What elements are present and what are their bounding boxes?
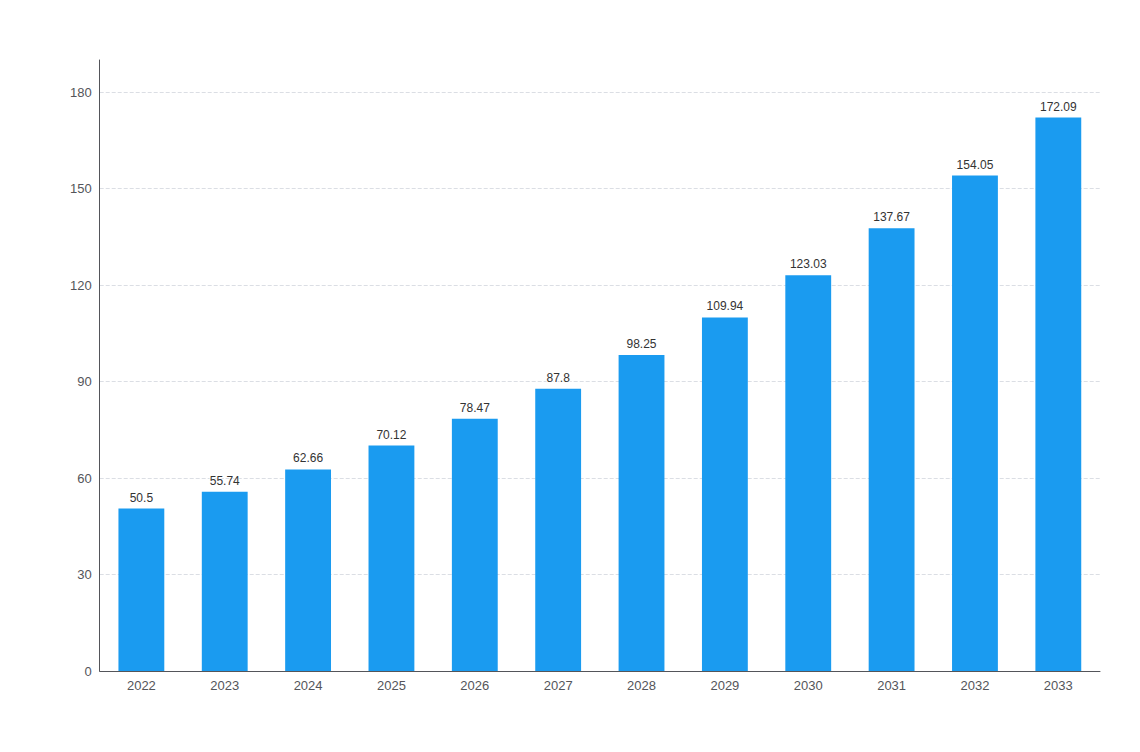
svg-text:150: 150 [70,181,92,196]
svg-text:30: 30 [77,567,91,582]
svg-text:2031: 2031 [877,678,906,693]
svg-text:2030: 2030 [794,678,823,693]
svg-text:172.09: 172.09 [1040,100,1077,114]
svg-text:2033: 2033 [1044,678,1073,693]
svg-text:2027: 2027 [544,678,573,693]
svg-text:137.67: 137.67 [873,210,910,224]
svg-text:2029: 2029 [710,678,739,693]
svg-text:123.03: 123.03 [790,257,827,271]
svg-text:70.12: 70.12 [376,428,406,442]
svg-text:2028: 2028 [627,678,656,693]
svg-text:109.94: 109.94 [707,299,744,313]
svg-text:62.66: 62.66 [293,451,323,465]
svg-text:87.8: 87.8 [546,371,570,385]
svg-text:180: 180 [70,85,92,100]
svg-text:154.05: 154.05 [957,158,994,172]
svg-text:78.47: 78.47 [460,401,490,415]
svg-text:50.5: 50.5 [130,491,154,505]
svg-text:2025: 2025 [377,678,406,693]
svg-text:120: 120 [70,278,92,293]
svg-text:55.74: 55.74 [210,474,240,488]
svg-text:98.25: 98.25 [627,337,657,351]
svg-text:90: 90 [77,374,91,389]
svg-text:60: 60 [77,471,91,486]
svg-text:2032: 2032 [961,678,990,693]
svg-text:2022: 2022 [127,678,156,693]
svg-text:2023: 2023 [210,678,239,693]
svg-text:0: 0 [84,664,91,679]
svg-text:2024: 2024 [294,678,323,693]
svg-text:2026: 2026 [460,678,489,693]
